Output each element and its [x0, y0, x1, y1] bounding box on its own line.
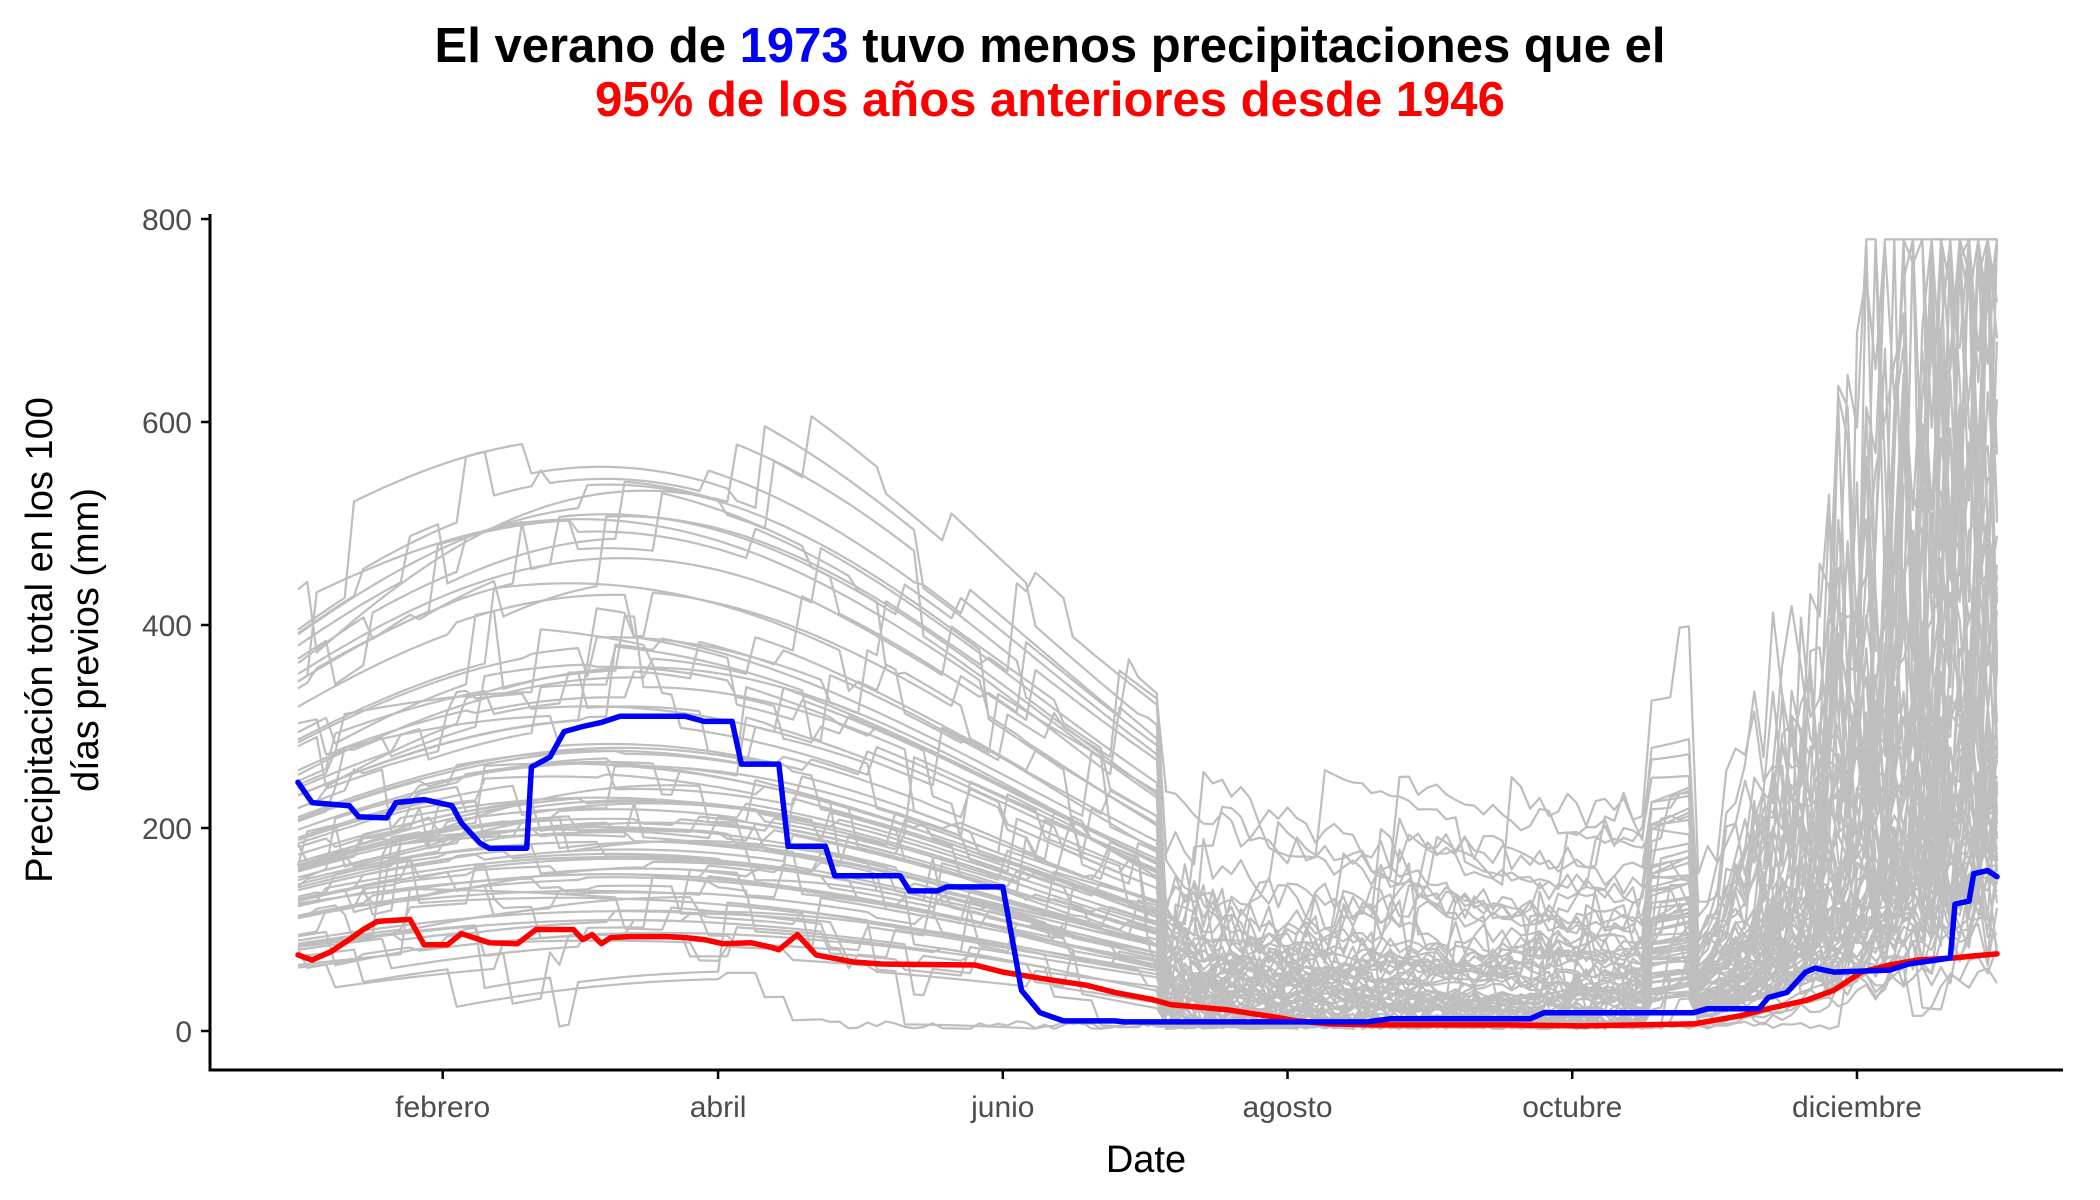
y-axis-label: Precipitación total en los 100 días previ…	[19, 397, 107, 883]
x-tick-label: febrero	[395, 1091, 490, 1124]
x-tick-label: agosto	[1242, 1091, 1332, 1124]
background-year-line	[297, 399, 1999, 1030]
x-tick-label: octubre	[1522, 1091, 1622, 1124]
chart-title-line2: 95% de los años anteriores desde 1946	[595, 73, 1505, 127]
background-year-line	[297, 341, 1999, 983]
background-year-line	[297, 238, 1999, 1030]
title-segment: 1973	[740, 19, 849, 73]
axes: 0 200 400 600 800 febrero abril junio agosto octu…	[142, 204, 2063, 1124]
background-year-line	[297, 238, 1999, 903]
percentile-line	[295, 916, 2000, 1029]
background-year-line	[297, 542, 1998, 1028]
chart-title-line1: El verano de 1973 tuvo menos precipitaci…	[435, 19, 1666, 73]
y-axis-label-line: Precipitación total en los 100	[19, 397, 61, 883]
background-years-lines	[296, 238, 1999, 1031]
year-1973-line	[295, 713, 2000, 1025]
background-year-line	[297, 238, 1997, 1000]
background-year-line	[297, 635, 1999, 1029]
background-year-line	[297, 238, 1999, 1001]
highlight-lines	[295, 713, 2000, 1029]
y-axis-label-line: días previos (mm)	[65, 488, 107, 792]
background-year-line	[297, 238, 1999, 956]
background-year-line	[297, 238, 1999, 984]
y-tick-label: 200	[142, 813, 192, 846]
background-year-line	[297, 238, 1999, 990]
x-axis-label: Date	[1106, 1139, 1186, 1181]
background-year-line	[297, 865, 1998, 1026]
y-tick-label: 0	[175, 1016, 192, 1049]
background-year-line	[297, 238, 1997, 941]
y-tick-label: 800	[142, 204, 192, 237]
x-tick-label: abril	[690, 1091, 747, 1124]
background-year-line	[297, 238, 1999, 1030]
background-year-line	[297, 238, 1997, 975]
background-year-line	[297, 606, 1999, 982]
background-year-line	[297, 239, 1999, 960]
y-tick-label: 400	[142, 610, 192, 643]
background-year-line	[297, 403, 1999, 1030]
title-segment: tuvo menos precipitaciones que el	[849, 19, 1666, 73]
background-year-line	[297, 238, 1997, 1030]
x-tick-label: diciembre	[1792, 1091, 1922, 1124]
labels: El verano de 1973 tuvo menos precipitaci…	[19, 19, 1665, 1181]
x-tick-label: junio	[970, 1091, 1034, 1124]
y-tick-label: 600	[142, 407, 192, 440]
title-segment: El verano de	[435, 19, 740, 73]
background-year-line	[297, 706, 1999, 1018]
background-year-line	[296, 543, 1999, 1011]
